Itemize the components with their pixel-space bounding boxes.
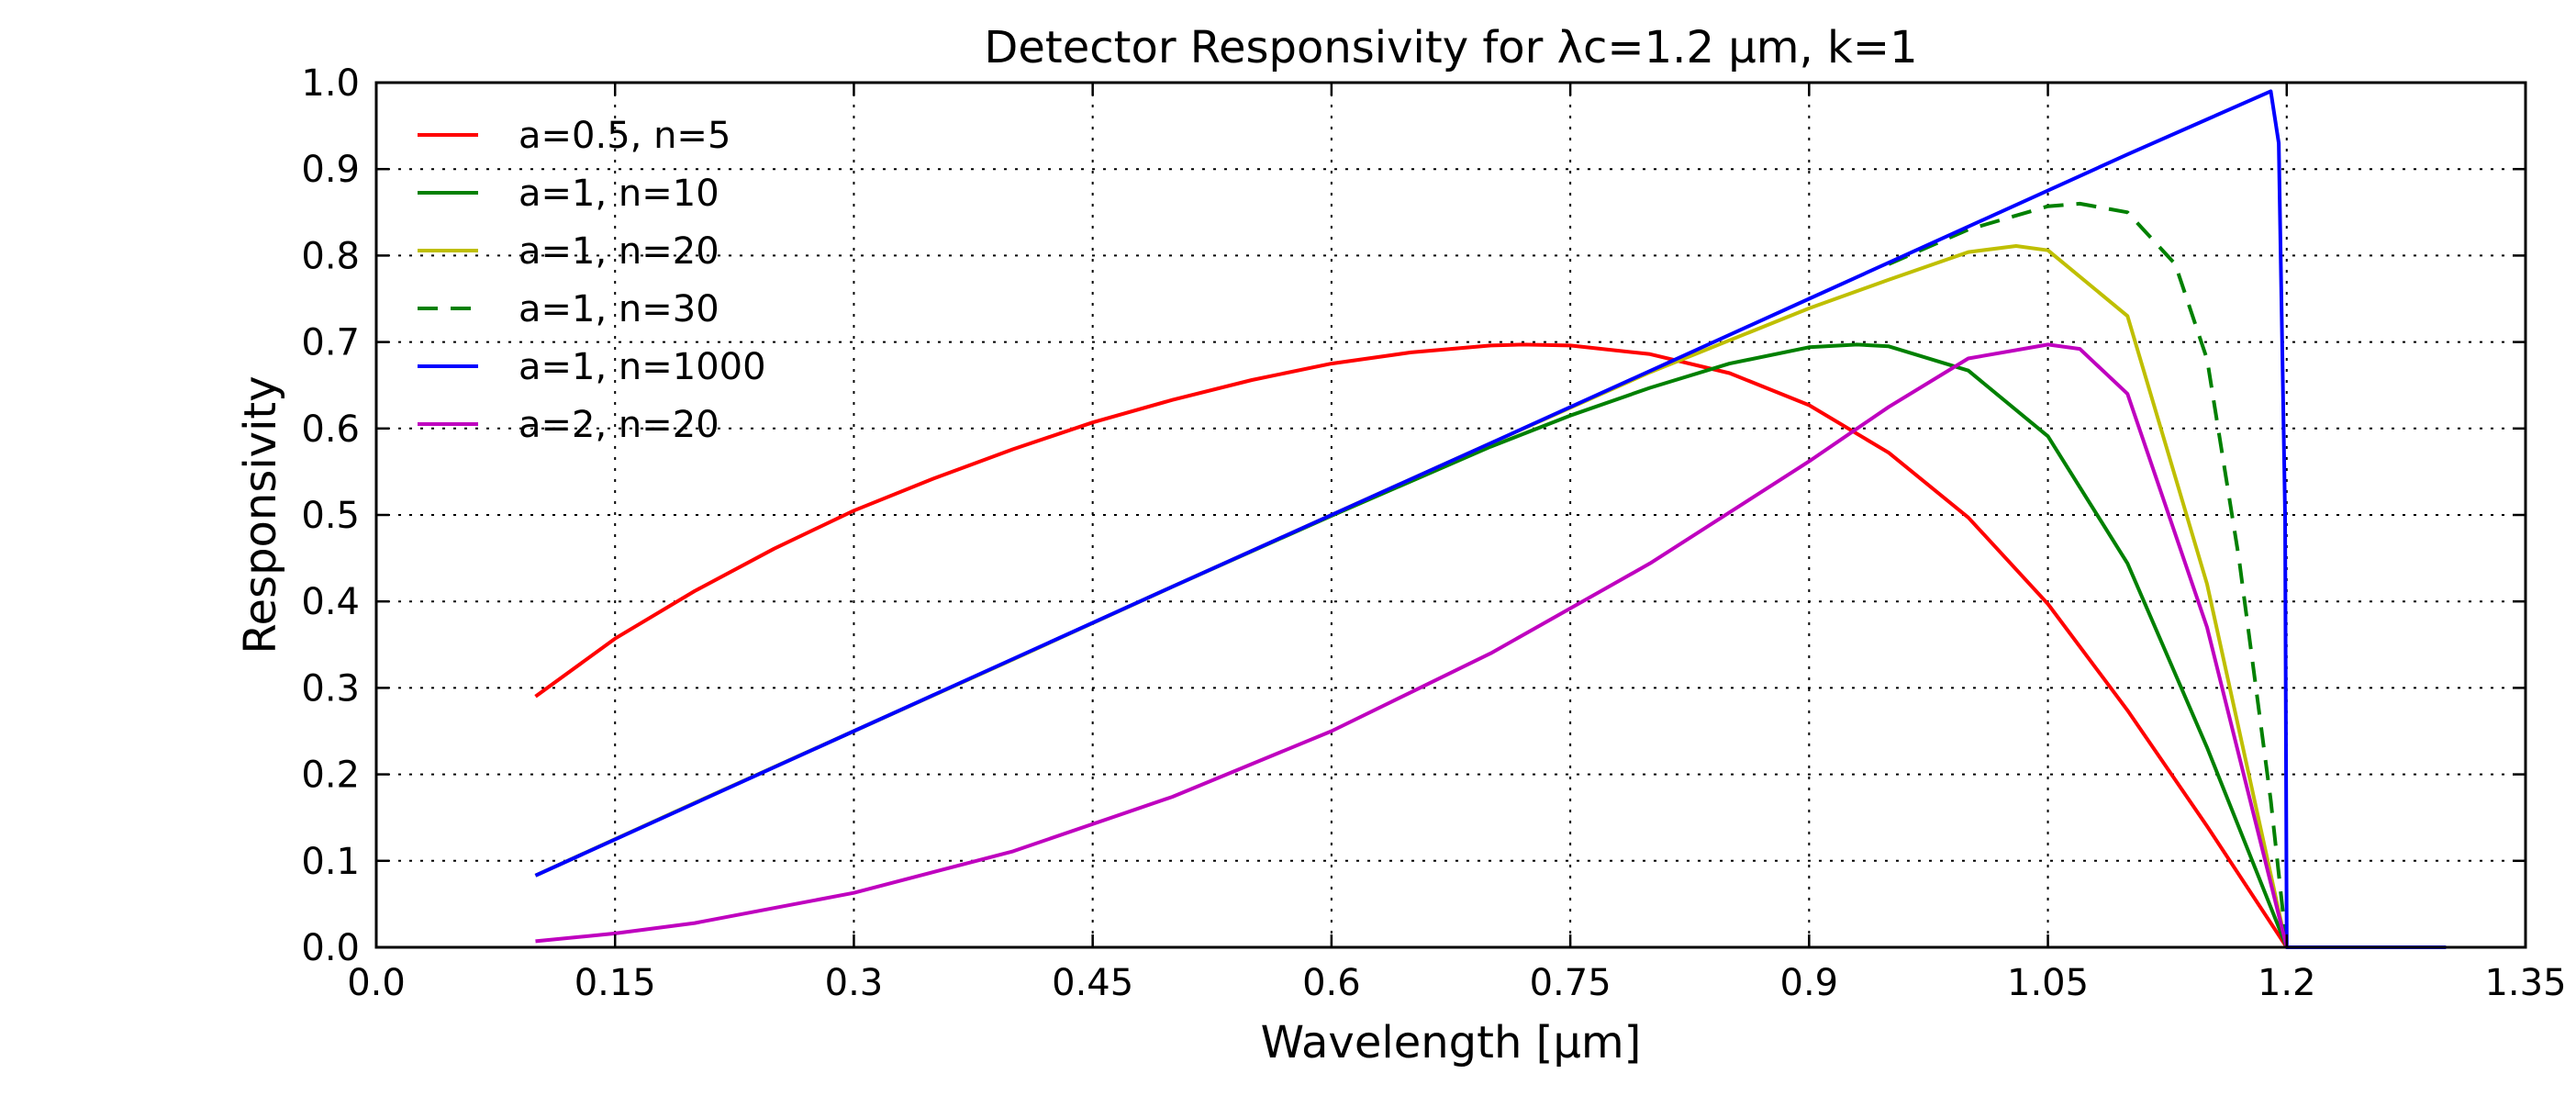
x-tick-label: 0.9 [1780,962,1839,1004]
legend-label: a=1, n=10 [519,173,719,215]
x-tick-label: 0.75 [1530,962,1611,1004]
y-tick-label: 0.3 [301,667,360,710]
y-tick-label: 0.2 [301,755,360,797]
legend: a=0.5, n=5 a=1, n=10 a=1, n=20 a=1, n=30 a=1… [418,115,766,446]
series-lines [534,89,2447,949]
y-axis-title: Responsivity [235,375,286,654]
legend-label: a=1, n=20 [519,230,719,273]
axis-ticks: 0.0 0.15 0.3 0.45 0.6 0.75 0.9 1.05 1.2 1.35 0.0 0.… [301,62,2566,1004]
x-tick-label: 0.6 [1302,962,1361,1004]
x-axis-title: Wavelength [μm] [1261,1017,1642,1068]
y-tick-label: 1.0 [301,62,360,105]
series-line-2 [534,342,2289,948]
x-tick-label: 0.0 [347,962,406,1004]
y-tick-label: 0.7 [301,322,360,364]
y-tick-label: 0.0 [301,927,360,969]
x-tick-label: 1.2 [2258,962,2316,1004]
y-tick-label: 0.9 [301,149,360,191]
y-tick-label: 0.4 [301,581,360,623]
legend-label: a=1, n=1000 [519,346,766,388]
y-tick-label: 0.5 [301,495,360,537]
series-line-6 [535,342,2289,948]
chart-title: Detector Responsivity for λc=1.2 μm, k=1 [984,22,1917,73]
legend-label: a=1, n=30 [519,288,719,330]
x-tick-label: 0.15 [574,962,656,1004]
x-tick-label: 0.45 [1052,962,1133,1004]
y-tick-label: 0.6 [301,408,360,451]
x-tick-label: 1.35 [2484,962,2566,1004]
legend-label: a=2, n=20 [519,404,719,446]
legend-label: a=0.5, n=5 [519,115,730,157]
series-line-1 [534,342,2289,949]
x-tick-label: 1.05 [2007,962,2089,1004]
series-line-5 [534,89,2447,949]
x-tick-label: 0.3 [825,962,884,1004]
y-tick-label: 0.8 [301,235,360,277]
y-tick-label: 0.1 [301,841,360,883]
series-line-4 [1888,201,2289,948]
